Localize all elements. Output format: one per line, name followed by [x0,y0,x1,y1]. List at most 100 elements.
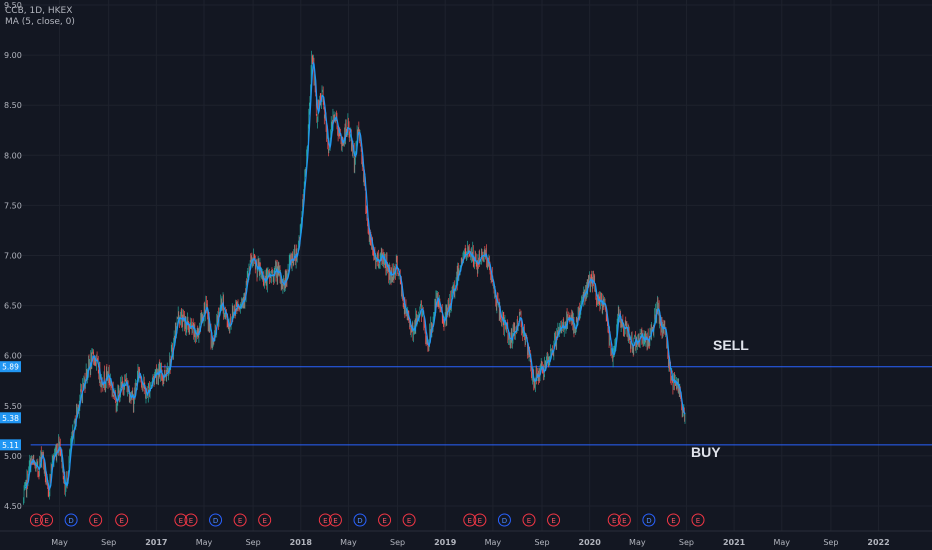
event-circle [29,513,43,527]
earnings-marker[interactable]: E [522,513,536,527]
y-tick-label: 8.00 [4,151,22,160]
sell-annotation: SELL [713,337,749,353]
event-circle [691,513,705,527]
event-label: E [478,517,482,525]
x-tick-label: May [629,538,646,547]
event-label: E [382,517,386,525]
event-label: E [468,517,472,525]
ma-line [25,62,686,492]
sell-level-badge-box [0,361,21,373]
dividend-marker[interactable]: D [497,513,511,527]
event-circle [184,513,198,527]
x-tick-label: Sep [679,538,694,547]
event-label: E [333,517,337,525]
dividend-marker[interactable]: D [209,513,223,527]
event-circle [209,513,223,527]
earnings-marker[interactable]: E [174,513,188,527]
buy-level-badge: 5.11 [2,441,19,450]
earnings-marker[interactable]: E [40,513,54,527]
event-circle [328,513,342,527]
price-badges: 5.89 5.38 5.11 [0,361,21,451]
grid [0,0,932,532]
x-tick-label: Sep [246,538,261,547]
earnings-marker[interactable]: E [29,513,43,527]
x-tick-label: May [340,538,357,547]
earnings-marker[interactable]: E [402,513,416,527]
x-tick-label: Sep [101,538,116,547]
earnings-marker[interactable]: E [115,513,129,527]
x-tick-label: May [774,538,791,547]
event-circle [666,513,680,527]
x-tick-label: 2020 [579,538,602,547]
x-tick-label: 2021 [723,538,746,547]
x-tick-label: 2022 [867,538,889,547]
earnings-marker[interactable]: E [184,513,198,527]
x-tick-label: 2019 [434,538,457,547]
earnings-marker[interactable]: E [607,513,621,527]
y-tick-label: 4.50 [4,502,22,511]
event-circle [40,513,54,527]
event-circle [607,513,621,527]
symbol-title: CCB, 1D, HKEX [5,6,73,16]
event-label: E [119,517,123,525]
y-tick-label: 6.50 [4,302,22,311]
x-axis: May Sep 2017 May Sep 2018 May Sep 2019 May Sep 2020… [51,538,889,547]
event-label: E [189,517,193,525]
event-label: E [44,517,48,525]
y-tick-label: 5.50 [4,402,22,411]
y-tick-label: 5.00 [4,452,22,461]
event-circle [258,513,272,527]
buy-level-badge-box [0,439,21,451]
sell-level-badge: 5.89 [2,363,19,372]
earnings-marker[interactable]: E [233,513,247,527]
earnings-marker[interactable]: E [691,513,705,527]
earnings-marker[interactable]: E [328,513,342,527]
event-label: E [622,517,626,525]
earnings-marker[interactable]: E [258,513,272,527]
event-label: D [646,517,651,525]
last-price-badge: 5.38 [2,414,19,423]
event-label: D [357,517,362,525]
event-circle [115,513,129,527]
event-label: E [551,517,555,525]
y-axis: 4.50 5.00 5.50 6.00 6.50 7.00 7.50 8.00 8.50 9.00… [4,1,22,511]
earnings-marker[interactable]: E [318,513,332,527]
earnings-marker[interactable]: E [463,513,477,527]
event-label: E [527,517,531,525]
x-tick-label: May [485,538,502,547]
dividend-marker[interactable]: D [353,513,367,527]
event-circle [617,513,631,527]
y-tick-label: 8.50 [4,101,22,110]
earnings-marker[interactable]: E [617,513,631,527]
event-label: E [238,517,242,525]
indicator-label: MA (5, close, 0) [5,17,75,27]
x-tick-label: Sep [823,538,838,547]
event-circle [547,513,561,527]
earnings-marker[interactable]: E [547,513,561,527]
earnings-marker[interactable]: E [666,513,680,527]
x-tick-label: Sep [390,538,405,547]
event-circle [522,513,536,527]
x-tick-label: May [196,538,213,547]
event-circle [64,513,78,527]
x-tick-label: 2017 [145,538,167,547]
y-tick-label: 9.50 [4,1,22,10]
earnings-marker[interactable]: E [89,513,103,527]
earnings-marker[interactable]: E [378,513,392,527]
event-circle [233,513,247,527]
dividend-marker[interactable]: D [642,513,656,527]
y-tick-label: 9.00 [4,51,22,60]
dividend-marker[interactable]: D [64,513,78,527]
x-tick-label: Sep [534,538,549,547]
event-label: E [93,517,97,525]
earnings-marker[interactable]: E [473,513,487,527]
event-label: E [34,517,38,525]
event-label: E [179,517,183,525]
event-label: D [68,517,73,525]
y-tick-label: 6.00 [4,352,22,361]
event-circle [402,513,416,527]
event-circle [497,513,511,527]
